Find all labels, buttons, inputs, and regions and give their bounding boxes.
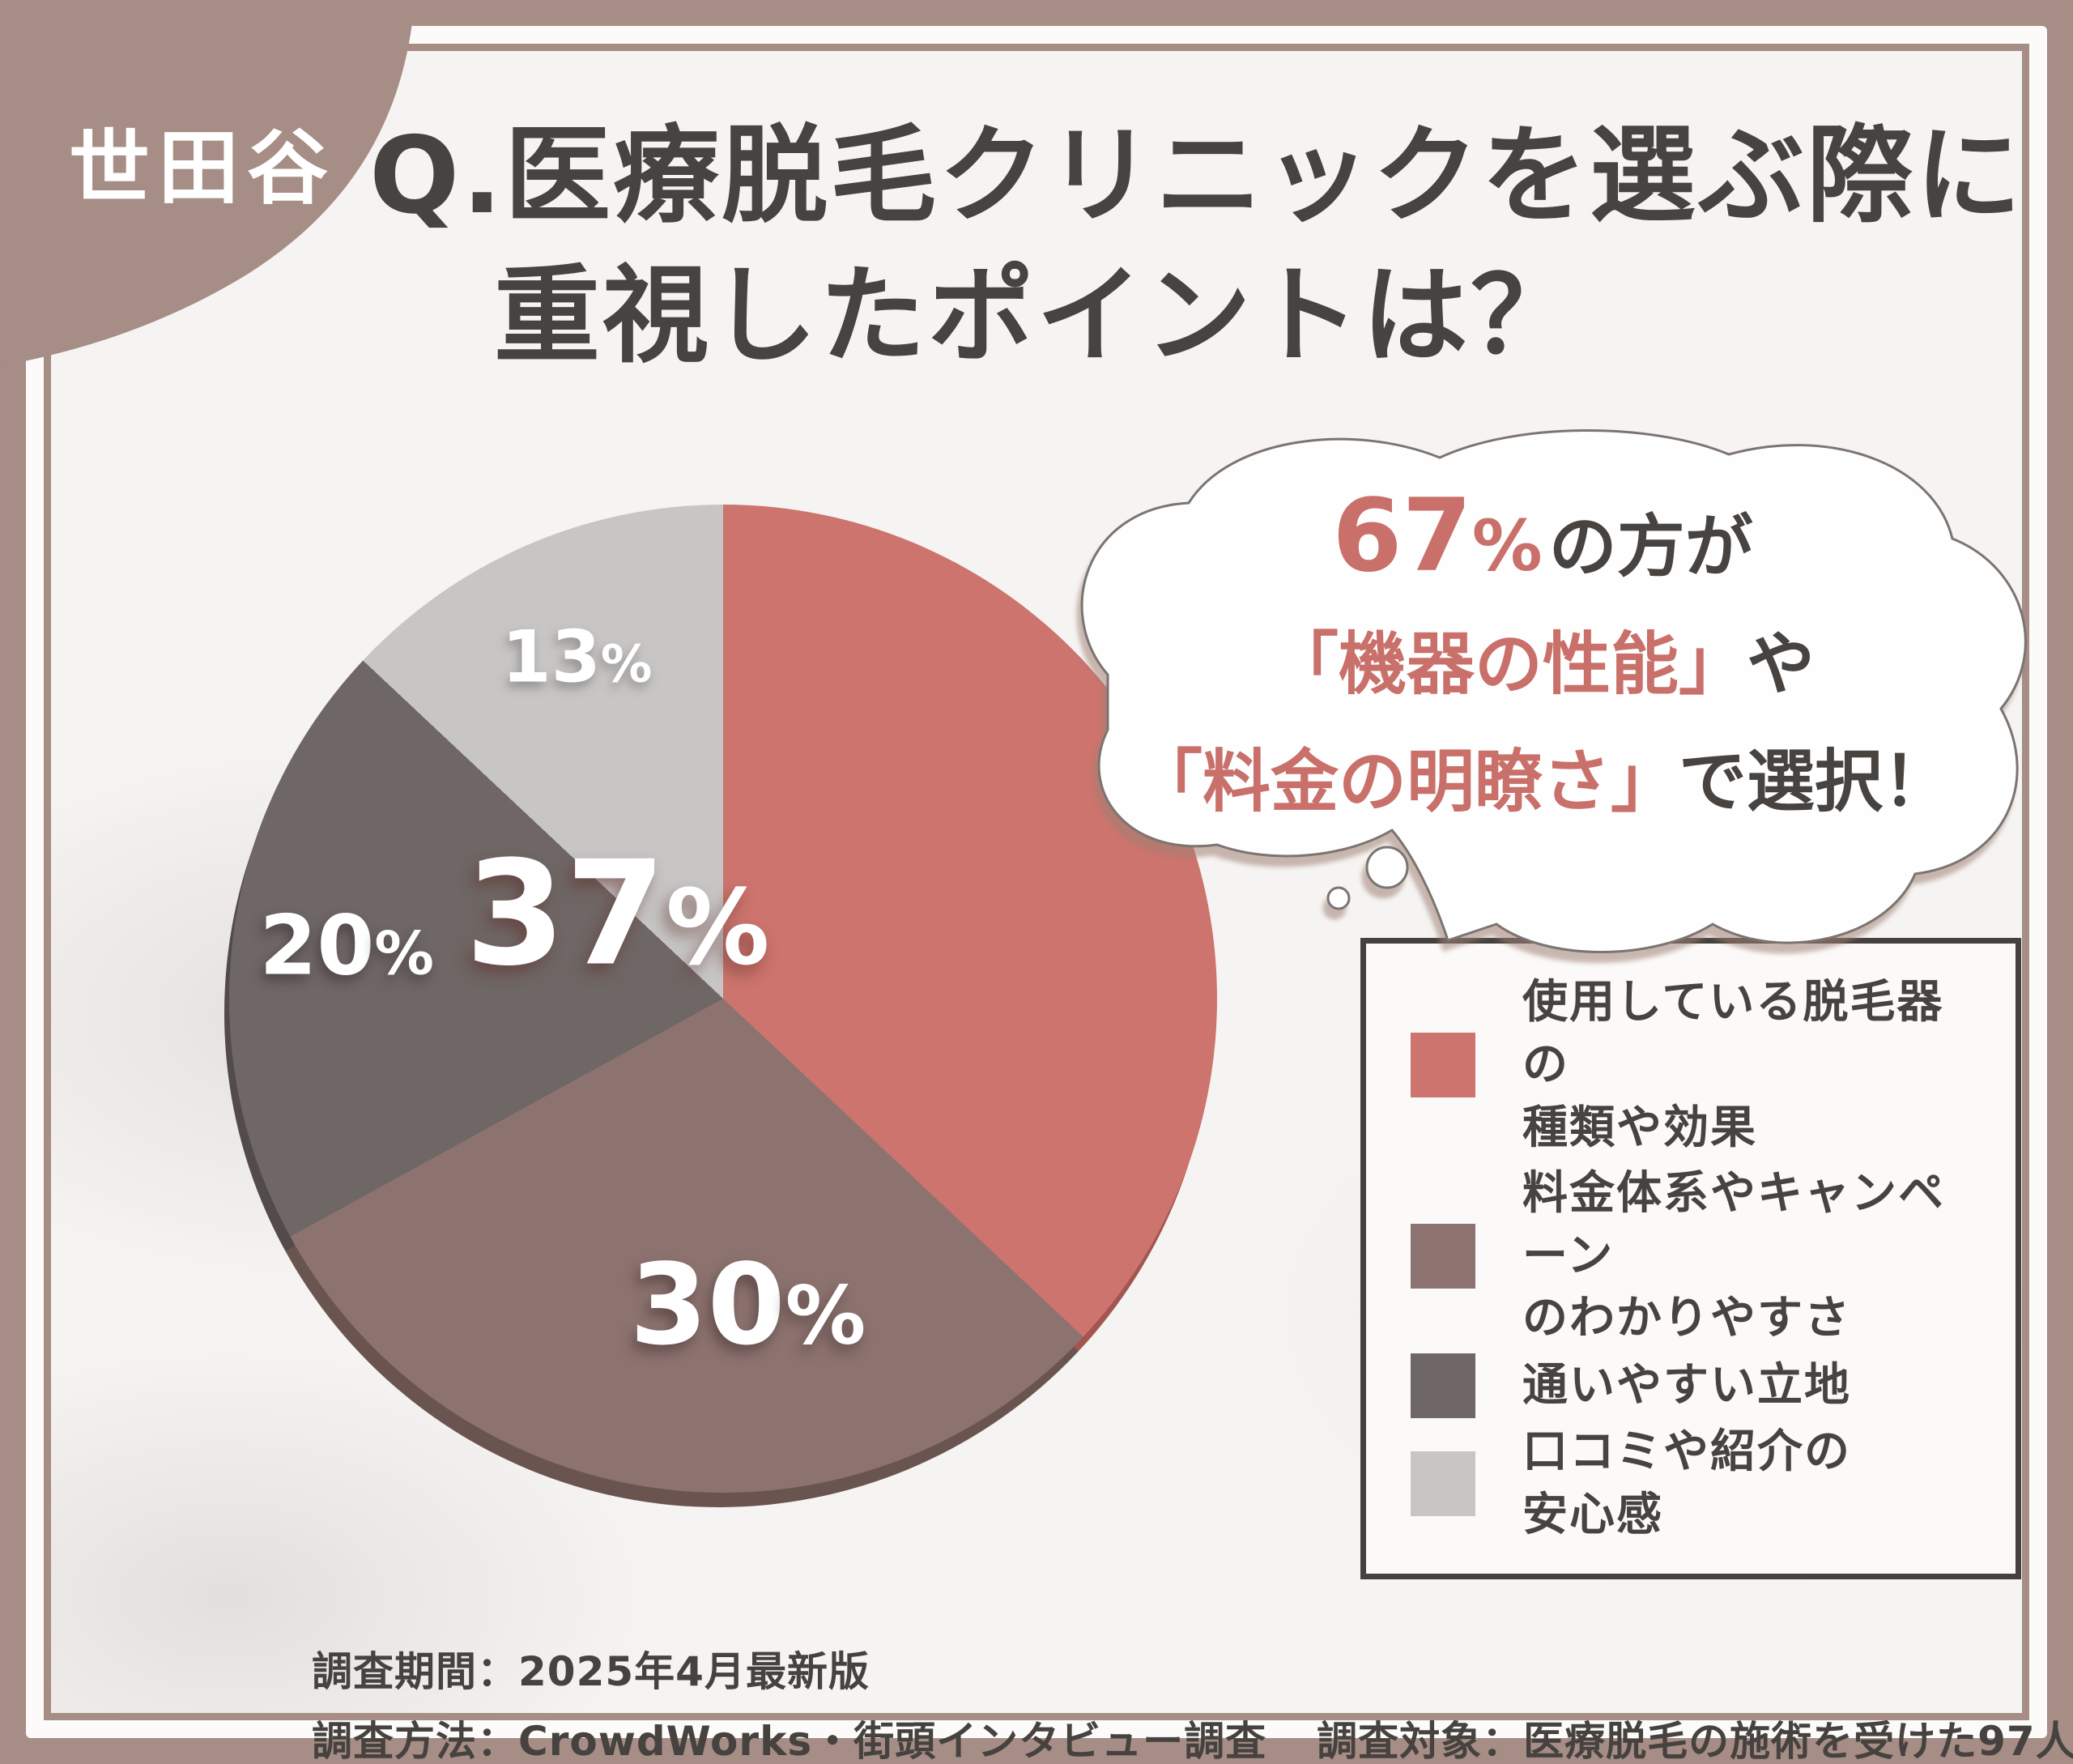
page-title: Q.医療脱毛クリニックを選ぶ際に 重視したポイントは？ bbox=[102, 106, 2024, 386]
thought-bubble-text: 67% の方が 「機器の性能」や 「料金の明瞭さ」で選択！ bbox=[1073, 484, 2012, 824]
badge-label: 世田谷 bbox=[69, 121, 336, 215]
pie-label-1-unit: % bbox=[666, 867, 770, 989]
pie-label-1-value: 37 bbox=[465, 829, 666, 998]
legend-label-4: 口コミや紹介の 安心感 bbox=[1522, 1421, 1851, 1546]
survey-subject: 調査対象：医療脱毛の施術を受けた97人の女性 bbox=[1317, 1718, 2073, 1764]
legend-label-3-line1: 通いやすい立地 bbox=[1522, 1358, 1851, 1412]
legend-item-3: 通いやすい立地 bbox=[1411, 1353, 1971, 1418]
survey-method: 調査方法：CrowdWorks・街頭インタビュー調査 bbox=[312, 1718, 1267, 1764]
legend-label-1-line2: 種類や効果 bbox=[1522, 1101, 1757, 1154]
bubble-cloud-path bbox=[1080, 429, 2027, 953]
survey-period: 調査期間：2025年4月最新版 bbox=[312, 1648, 870, 1695]
survey-notes: 調査期間：2025年4月最新版 調査方法：CrowdWorks・街頭インタビュー… bbox=[312, 1637, 2073, 1764]
pie-label-2-value: 30 bbox=[629, 1239, 785, 1370]
bubble-line-2: 「機器の性能」や bbox=[1271, 622, 1815, 707]
legend-label-4-line2: 安心感 bbox=[1522, 1488, 1663, 1541]
bubble-line-1: 67% の方が bbox=[1332, 484, 1753, 590]
corner-blob-path bbox=[0, 0, 415, 366]
pie-slices bbox=[229, 505, 1217, 1493]
pie-label-4: 13% bbox=[501, 615, 652, 698]
bubble-suffix-1: の方が bbox=[1548, 507, 1753, 586]
bubble-suffix-2: で選択！ bbox=[1679, 742, 1952, 821]
legend-item-4: 口コミや紹介の 安心感 bbox=[1411, 1421, 1971, 1546]
bubble-percent-value: 67 bbox=[1332, 478, 1472, 594]
content-card: Q.医療脱毛クリニックを選ぶ際に 重視したポイントは？ 37% 30% 20% … bbox=[26, 26, 2073, 1764]
legend-item-1: 使用している脱毛器の 種類や効果 bbox=[1411, 971, 1971, 1159]
legend-label-4-line1: 口コミや紹介の bbox=[1522, 1425, 1851, 1479]
pie-label-3-value: 20 bbox=[259, 897, 375, 995]
legend-label-2: 料金体系やキャンペーン のわかりやすさ bbox=[1522, 1162, 1971, 1350]
pie-label-3: 20% bbox=[259, 898, 434, 995]
pie-chart: 37% 30% 20% 13% bbox=[224, 505, 1217, 1507]
legend-swatch-2 bbox=[1411, 1223, 1475, 1289]
content-area: Q.医療脱毛クリニックを選ぶ際に 重視したポイントは？ 37% 30% 20% … bbox=[51, 51, 2073, 1764]
legend-label-1-line1: 使用している脱毛器の bbox=[1522, 975, 1944, 1092]
survey-method-subject: 調査方法：CrowdWorks・街頭インタビュー調査 調査対象：医療脱毛の施術を受… bbox=[312, 1706, 2073, 1764]
legend-label-2-line1: 料金体系やキャンペーン bbox=[1522, 1166, 1945, 1282]
bubble-quote-2: 「料金の明瞭さ」 bbox=[1134, 742, 1679, 821]
thought-bubble-shape bbox=[1080, 429, 2027, 953]
thought-dot-large bbox=[1365, 846, 1409, 889]
title-line-1: Q.医療脱毛クリニックを選ぶ際に bbox=[369, 113, 2024, 237]
thought-dot-small bbox=[1326, 886, 1351, 910]
legend-box: 使用している脱毛器の 種類や効果 料金体系やキャンペーン のわかりやすさ 通いや… bbox=[1360, 938, 2021, 1579]
corner-blob bbox=[0, 0, 415, 366]
pie-label-2: 30% bbox=[630, 1240, 866, 1370]
legend-label-2-line2: のわかりやすさ bbox=[1522, 1292, 1851, 1345]
pie-label-4-value: 13 bbox=[501, 615, 601, 699]
bubble-line-3: 「料金の明瞭さ」で選択！ bbox=[1134, 739, 1951, 824]
pie-label-3-unit: % bbox=[374, 919, 434, 989]
legend-swatch-3 bbox=[1411, 1353, 1475, 1418]
pie-label-1: 37% bbox=[465, 830, 769, 998]
legend-item-2: 料金体系やキャンペーン のわかりやすさ bbox=[1411, 1162, 1971, 1350]
legend-swatch-4 bbox=[1411, 1451, 1475, 1516]
legend-swatch-1 bbox=[1411, 1032, 1475, 1097]
title-line-2: 重視したポイントは？ bbox=[493, 253, 1579, 377]
pie-label-4-unit: % bbox=[600, 633, 653, 694]
bubble-percent-unit: % bbox=[1471, 505, 1543, 587]
bubble-conjunction: や bbox=[1747, 624, 1815, 704]
pie-label-2-unit: % bbox=[785, 1269, 866, 1363]
legend-label-1: 使用している脱毛器の 種類や効果 bbox=[1522, 971, 1971, 1159]
bubble-quote-1: 「機器の性能」 bbox=[1270, 624, 1747, 704]
legend-label-3: 通いやすい立地 bbox=[1522, 1354, 1851, 1417]
bubble-percent: 67% bbox=[1332, 484, 1543, 589]
